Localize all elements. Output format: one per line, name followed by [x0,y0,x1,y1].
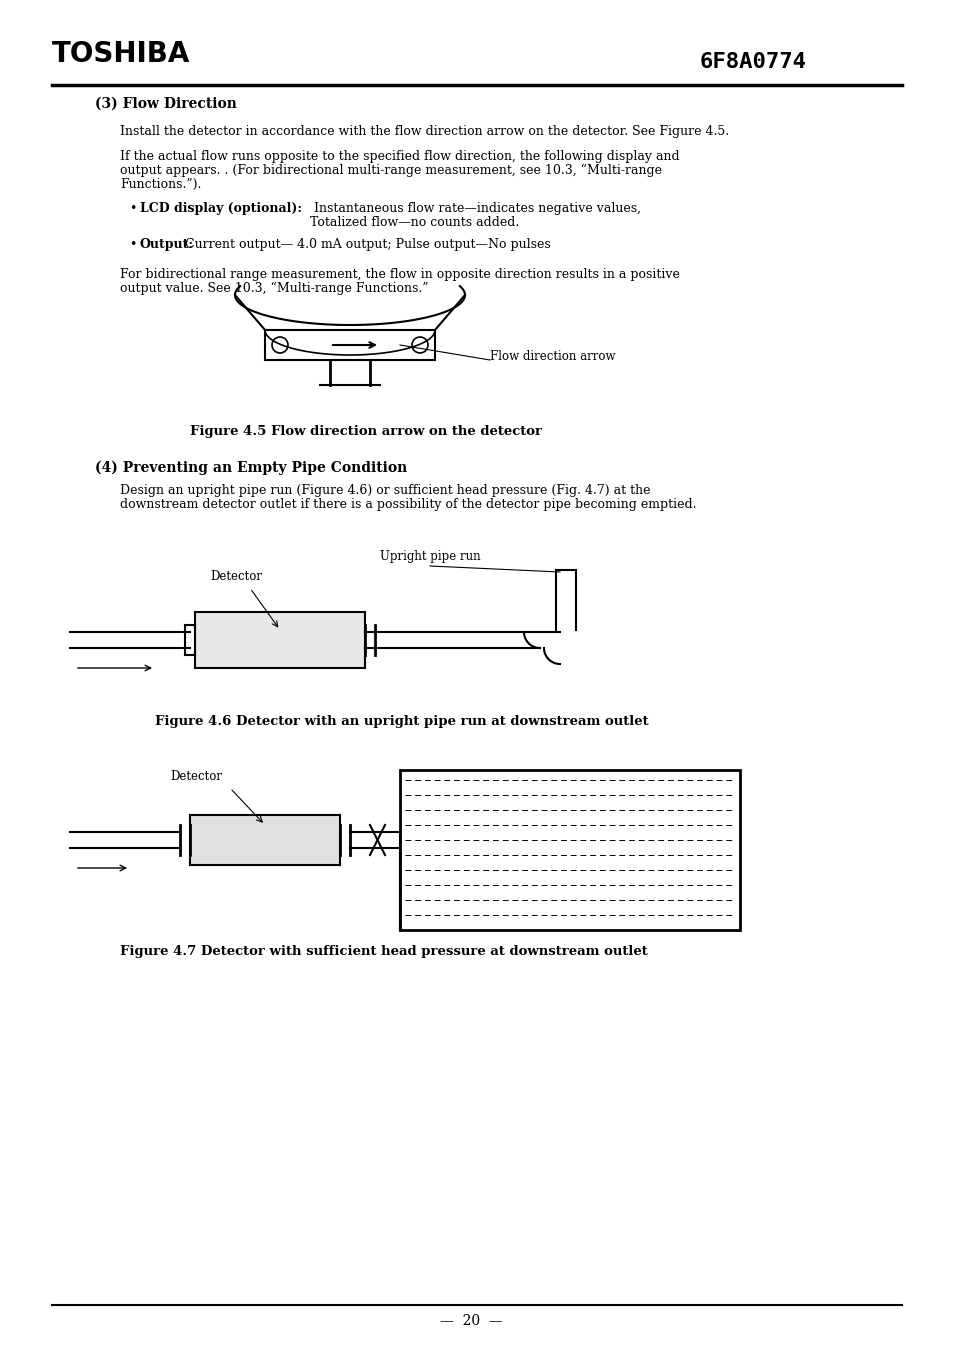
Text: output appears. . (For bidirectional multi-range measurement, see 10.3, “Multi-r: output appears. . (For bidirectional mul… [120,163,661,177]
Text: (3) Flow Direction: (3) Flow Direction [95,97,236,111]
Text: Upright pipe run: Upright pipe run [379,550,480,563]
Text: Functions.”).: Functions.”). [120,178,201,190]
Text: For bidirectional range measurement, the flow in opposite direction results in a: For bidirectional range measurement, the… [120,267,679,281]
Text: Figure 4.5 Flow direction arrow on the detector: Figure 4.5 Flow direction arrow on the d… [190,426,541,438]
Text: Detector: Detector [210,570,262,584]
Text: output value. See 10.3, “Multi-range Functions.”: output value. See 10.3, “Multi-range Fun… [120,282,428,295]
Text: Instantaneous flow rate—indicates negative values,: Instantaneous flow rate—indicates negati… [310,203,640,215]
Text: downstream detector outlet if there is a possibility of the detector pipe becomi: downstream detector outlet if there is a… [120,499,696,511]
Text: Install the detector in accordance with the flow direction arrow on the detector: Install the detector in accordance with … [120,126,728,138]
Bar [194,612,365,667]
Text: LCD display (optional):: LCD display (optional): [140,203,302,215]
Text: Current output— 4.0 mA output; Pulse output—No pulses: Current output— 4.0 mA output; Pulse out… [185,238,550,251]
Bar [399,770,740,929]
Bar [265,330,435,359]
Bar [190,815,339,865]
Text: •: • [130,203,141,215]
Text: —  20  —: — 20 — [439,1315,502,1328]
Text: Output:: Output: [140,238,193,251]
Text: Flow direction arrow: Flow direction arrow [490,350,615,363]
Text: Design an upright pipe run (Figure 4.6) or sufficient head pressure (Fig. 4.7) a: Design an upright pipe run (Figure 4.6) … [120,484,650,497]
Text: Figure 4.6 Detector with an upright pipe run at downstream outlet: Figure 4.6 Detector with an upright pipe… [154,715,648,728]
Text: TOSHIBA: TOSHIBA [52,41,191,68]
Text: Figure 4.7 Detector with sufficient head pressure at downstream outlet: Figure 4.7 Detector with sufficient head… [120,944,647,958]
Text: Totalized flow—no counts added.: Totalized flow—no counts added. [310,216,518,230]
Text: If the actual flow runs opposite to the specified flow direction, the following : If the actual flow runs opposite to the … [120,150,679,163]
Text: •: • [130,238,141,251]
Text: (4) Preventing an Empty Pipe Condition: (4) Preventing an Empty Pipe Condition [95,461,407,476]
Text: Detector: Detector [170,770,222,784]
Text: 6F8A0774: 6F8A0774 [700,51,806,72]
